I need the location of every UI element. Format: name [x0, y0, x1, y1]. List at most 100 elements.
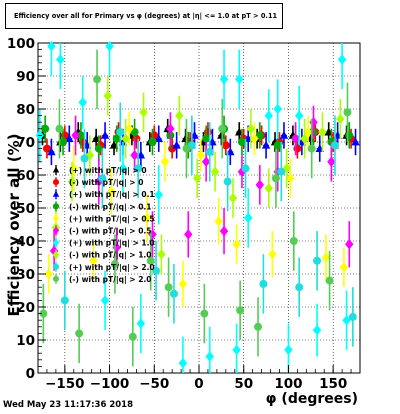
- data-point: [178, 357, 188, 369]
- legend-item: (+) with pT/|q| > 2.0: [52, 261, 155, 273]
- data-point: [67, 176, 77, 187]
- y-tick-label: 60: [16, 168, 35, 184]
- data-point: [264, 110, 273, 121]
- data-point: [286, 173, 295, 184]
- data-point: [42, 144, 51, 153]
- y-tick-label: 30: [16, 267, 35, 283]
- data-point: [172, 140, 181, 149]
- data-point: [339, 262, 349, 273]
- y-tick-label: 80: [16, 102, 35, 118]
- legend-label: (+) with pT/|q| > 1.0: [69, 239, 155, 249]
- legend-item: (+) with pT/|q| > 0.1: [52, 189, 155, 200]
- data-point: [279, 130, 289, 139]
- legend-marker: [52, 166, 60, 173]
- data-point: [49, 245, 59, 257]
- data-point: [71, 130, 80, 141]
- x-tick-label: 0: [194, 376, 203, 392]
- legend-marker: [52, 275, 60, 282]
- axes: −150 −100 −50 0 50 100 150 0 10 20 30 40 50 60 70 80 90 1…: [7, 36, 361, 392]
- x-tick-label: −100: [90, 376, 130, 392]
- x-tick-label: −50: [139, 376, 169, 392]
- data-point: [300, 133, 309, 144]
- data-point: [169, 289, 178, 298]
- data-point: [293, 144, 302, 153]
- data-point: [93, 75, 102, 84]
- legend-label: (+) with pT/|q| > 0.5: [69, 214, 155, 224]
- data-point: [336, 113, 345, 125]
- data-point: [351, 137, 360, 146]
- data-point: [243, 212, 253, 224]
- data-point: [200, 309, 209, 318]
- y-tick-label: 70: [16, 135, 35, 151]
- data-point: [130, 149, 139, 161]
- data-point: [210, 166, 220, 177]
- data-point: [75, 329, 84, 338]
- data-point: [164, 283, 173, 292]
- data-point: [307, 144, 316, 153]
- data-point: [273, 103, 282, 115]
- series-7: [51, 76, 345, 274]
- data-point: [148, 229, 157, 240]
- data-point: [94, 176, 104, 187]
- y-axis-label: Efficiency over all (%): [5, 133, 23, 317]
- chart-title: Efficiency over all for Primary vs φ (de…: [5, 3, 283, 29]
- data-point: [146, 256, 155, 265]
- data-point: [166, 123, 175, 135]
- data-point: [175, 110, 184, 121]
- data-point: [59, 138, 68, 146]
- data-point: [78, 97, 87, 108]
- grid: [38, 43, 360, 373]
- data-point: [56, 54, 65, 65]
- data-point: [235, 74, 244, 85]
- data-point: [154, 189, 163, 201]
- legend-marker: [52, 263, 60, 270]
- legend-item: (+) with pT/|q| > 1.0: [52, 237, 155, 249]
- data-point: [218, 124, 227, 133]
- data-point: [309, 116, 318, 128]
- data-point: [246, 123, 256, 135]
- data-point: [182, 144, 191, 153]
- x-axis-label: φ (degrees): [265, 391, 358, 407]
- data-point: [250, 133, 259, 144]
- data-point: [128, 332, 137, 341]
- y-tick-label: 100: [7, 36, 35, 52]
- data-point: [65, 134, 74, 143]
- series-6: [35, 41, 351, 373]
- data-point: [100, 295, 110, 306]
- data-point: [196, 149, 205, 161]
- series-8: [60, 102, 357, 347]
- y-tick-label: 40: [16, 234, 35, 250]
- data-point: [284, 344, 293, 356]
- legend-marker: [52, 250, 60, 259]
- data-point: [148, 138, 157, 146]
- data-point: [223, 177, 232, 186]
- data-point: [289, 237, 298, 245]
- data-point: [41, 124, 50, 133]
- x-tick-label: 50: [234, 376, 253, 392]
- data-point: [121, 133, 130, 144]
- data-point: [303, 126, 313, 138]
- data-point: [221, 141, 230, 150]
- data-point: [178, 278, 188, 290]
- data-points: [35, 41, 360, 373]
- data-point: [232, 344, 241, 356]
- data-point: [348, 312, 357, 321]
- data-point: [80, 154, 89, 163]
- data-point: [205, 351, 214, 362]
- data-point: [100, 130, 110, 139]
- data-point: [261, 140, 271, 149]
- y-tick-label: 0: [26, 366, 35, 382]
- legend-marker: [52, 179, 60, 186]
- data-point: [237, 138, 246, 146]
- data-point: [321, 252, 331, 263]
- data-point: [76, 131, 85, 140]
- data-point: [277, 167, 286, 176]
- legend-label: (-) with pT/|q| > 0: [69, 178, 143, 188]
- legend-label: (+) with pT/|q| > 2.0: [69, 263, 155, 273]
- legend-label: (-) with pT/|q| > 0.1: [69, 202, 151, 212]
- data-point: [110, 260, 119, 269]
- data-point: [89, 255, 98, 267]
- legend-marker: [52, 190, 60, 197]
- data-point: [201, 156, 211, 168]
